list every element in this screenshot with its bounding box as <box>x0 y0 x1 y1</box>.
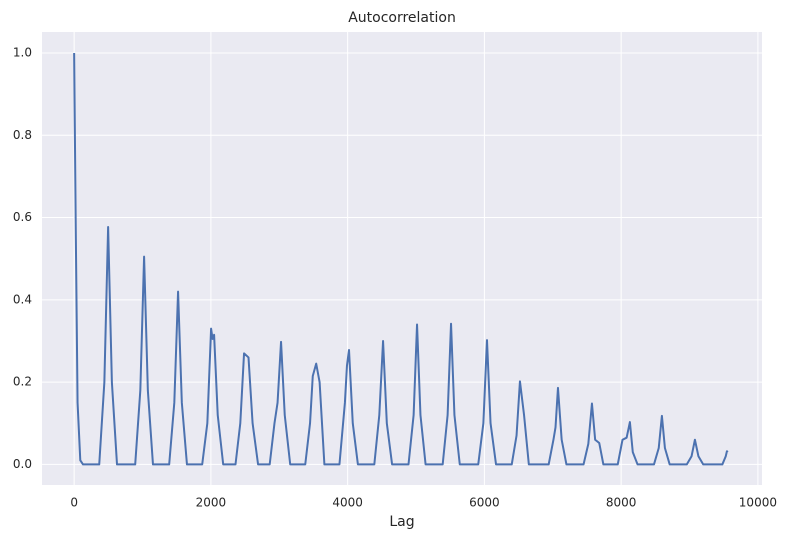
y-tick-label: 0.0 <box>13 457 32 471</box>
x-tick-label: 8000 <box>606 496 637 510</box>
x-axis-label: Lag <box>389 514 414 530</box>
y-tick-label: 0.6 <box>13 210 32 224</box>
x-tick-label: 4000 <box>332 496 363 510</box>
y-tick-label: 0.4 <box>13 292 32 306</box>
y-tick-label: 1.0 <box>13 45 32 59</box>
chart-title: Autocorrelation <box>348 10 456 26</box>
y-tick-label: 0.2 <box>13 375 32 389</box>
x-tick-label: 6000 <box>469 496 500 510</box>
x-tick-label: 2000 <box>196 496 227 510</box>
line-series <box>73 52 729 466</box>
plot-area <box>42 32 762 485</box>
x-tick-label: 10000 <box>739 496 777 510</box>
y-tick-label: 0.8 <box>13 128 32 142</box>
x-tick-label: 0 <box>70 496 78 510</box>
